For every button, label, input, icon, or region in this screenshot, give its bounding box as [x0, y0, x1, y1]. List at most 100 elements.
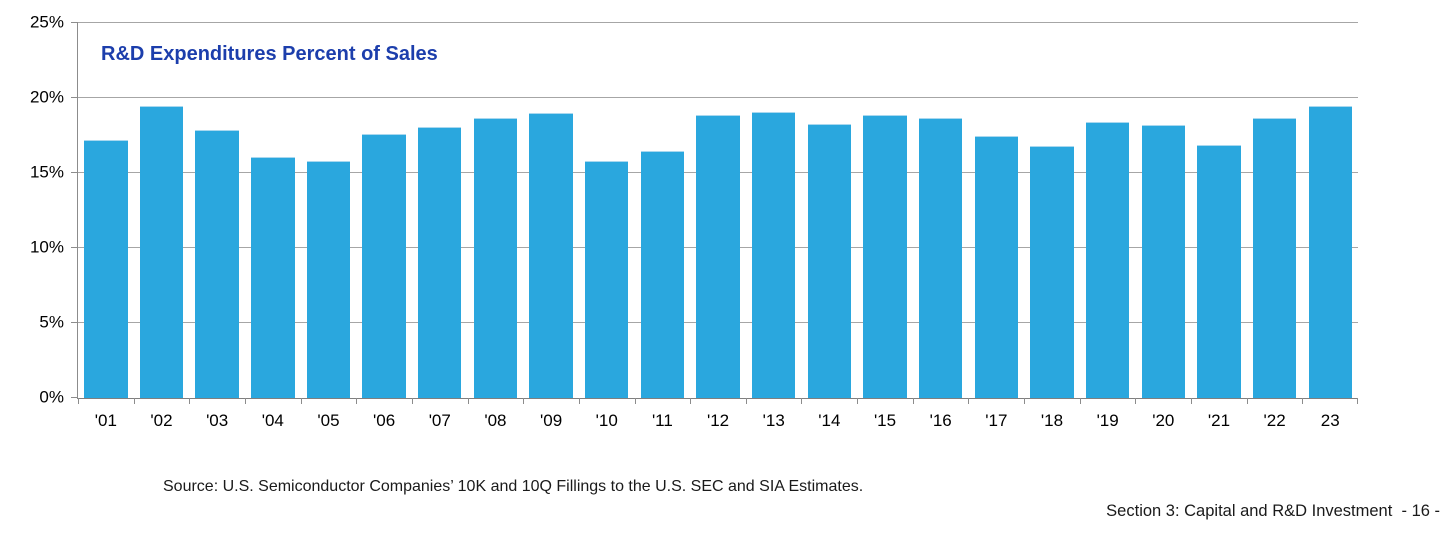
- bar-slot: [1080, 23, 1136, 398]
- bar-slot: [245, 23, 301, 398]
- y-axis-tick: [71, 172, 78, 173]
- x-tick-label: '03: [206, 411, 229, 430]
- bar: [195, 129, 239, 398]
- y-tick-label: 5%: [39, 312, 64, 332]
- bar-slot: [1135, 23, 1191, 398]
- x-axis-tick: [690, 398, 692, 404]
- bar-slot: [690, 23, 746, 398]
- bar: [918, 117, 963, 398]
- x-axis-tick: [801, 398, 803, 404]
- y-tick-label: 25%: [29, 12, 64, 32]
- gridline: [78, 22, 1358, 23]
- bar-slot: [523, 23, 579, 398]
- bar: [807, 123, 852, 398]
- bar-slot: [1191, 23, 1247, 398]
- x-axis-tick: [411, 398, 413, 404]
- y-axis-tick: [71, 397, 78, 398]
- x-axis-labels: '01 '02 '03 '04 '05 '06 '07 '08 '09 '10 '11 '12 '13 '…: [78, 411, 1358, 431]
- x-axis-tick: [1302, 398, 1304, 404]
- x-tick-label: '11: [651, 411, 673, 430]
- x-axis-tick: [634, 398, 636, 404]
- x-axis-tick: [1135, 398, 1137, 404]
- x-tick-label: '17: [985, 411, 1008, 430]
- x-tick-label: '10: [595, 411, 618, 430]
- y-tick-label: 10%: [29, 237, 64, 257]
- bar-slot: [412, 23, 468, 398]
- bar: [362, 134, 406, 398]
- x-axis-tick: [1079, 398, 1081, 404]
- y-axis-tick: [71, 247, 78, 248]
- x-tick-label: '22: [1263, 411, 1286, 430]
- bar: [863, 114, 907, 398]
- bar-slot: [802, 23, 858, 398]
- x-tick-label: '21: [1207, 411, 1231, 430]
- x-tick-label: '01: [94, 411, 117, 430]
- bar-slot: [579, 23, 635, 398]
- x-tick-label: '06: [373, 411, 396, 430]
- y-tick-label: 15%: [29, 162, 64, 182]
- x-tick-label: '19: [1096, 411, 1119, 430]
- bar: [306, 161, 351, 398]
- y-axis-tick: [71, 97, 78, 98]
- x-tick-label: '09: [540, 411, 563, 430]
- bar-series: [78, 23, 1358, 398]
- bar: [529, 113, 573, 398]
- bar: [1030, 146, 1074, 398]
- plot-area: 0% 5% 10% 15% 20% 25% R&D Expenditures Percen…: [30, 13, 1358, 430]
- x-tick-label: '14: [818, 411, 841, 430]
- bar-slot: [468, 23, 524, 398]
- bar-slot: [746, 23, 802, 398]
- bar-slot: [1302, 23, 1358, 398]
- bar-slot: [635, 23, 691, 398]
- bar: [1141, 125, 1185, 398]
- x-axis-tick: [1191, 398, 1193, 404]
- bar: [139, 105, 184, 398]
- section-page-footer: Section 3: Capital and R&D Investment - …: [1106, 502, 1440, 520]
- x-tick-label: '16: [929, 411, 952, 430]
- x-tick-label: '13: [762, 411, 785, 430]
- x-axis-tick: [467, 398, 469, 404]
- x-axis-tick: [968, 398, 970, 404]
- x-axis-tick: [356, 398, 358, 404]
- bar-slot: [301, 23, 357, 398]
- bar: [1252, 117, 1297, 398]
- bar: [84, 140, 128, 398]
- x-axis-tick: [857, 398, 859, 404]
- bar-slot: [969, 23, 1025, 398]
- bar-slot: [857, 23, 913, 398]
- x-axis-tick: [1024, 398, 1026, 404]
- x-axis-tick: [78, 398, 79, 404]
- y-tick-label: 20%: [29, 87, 64, 107]
- x-axis-tick: [189, 398, 191, 404]
- bar-slot: [1247, 23, 1303, 398]
- bar: [752, 111, 796, 398]
- bar: [696, 114, 740, 398]
- bar: [251, 156, 295, 398]
- bar: [1197, 144, 1241, 398]
- x-tick-label: '20: [1152, 411, 1175, 430]
- x-tick-label: '18: [1040, 411, 1064, 430]
- x-tick-label: '12: [706, 411, 730, 430]
- bar: [640, 150, 685, 398]
- x-tick-label: '08: [484, 411, 507, 430]
- x-tick-label: '05: [317, 411, 340, 430]
- x-tick-label: '04: [261, 411, 284, 430]
- bar-slot: [356, 23, 412, 398]
- x-tick-label: '02: [150, 411, 173, 430]
- x-axis-tick: [523, 398, 525, 404]
- source-note: Source: U.S. Semiconductor Companies’ 10…: [163, 478, 864, 495]
- bar: [473, 117, 518, 398]
- bar-slot: [189, 23, 245, 398]
- x-tick-label: '07: [428, 411, 451, 430]
- x-axis-tick: [300, 398, 302, 404]
- y-tick-label: 0%: [39, 387, 64, 407]
- x-axis-tick: [1357, 398, 1358, 404]
- x-axis-tick: [745, 398, 747, 404]
- x-tick-label: 23: [1320, 411, 1340, 430]
- bar-slot: [134, 23, 190, 398]
- x-axis-tick: [244, 398, 246, 404]
- bar: [1308, 105, 1352, 398]
- x-tick-label: '15: [873, 411, 897, 430]
- bar-slot: [913, 23, 969, 398]
